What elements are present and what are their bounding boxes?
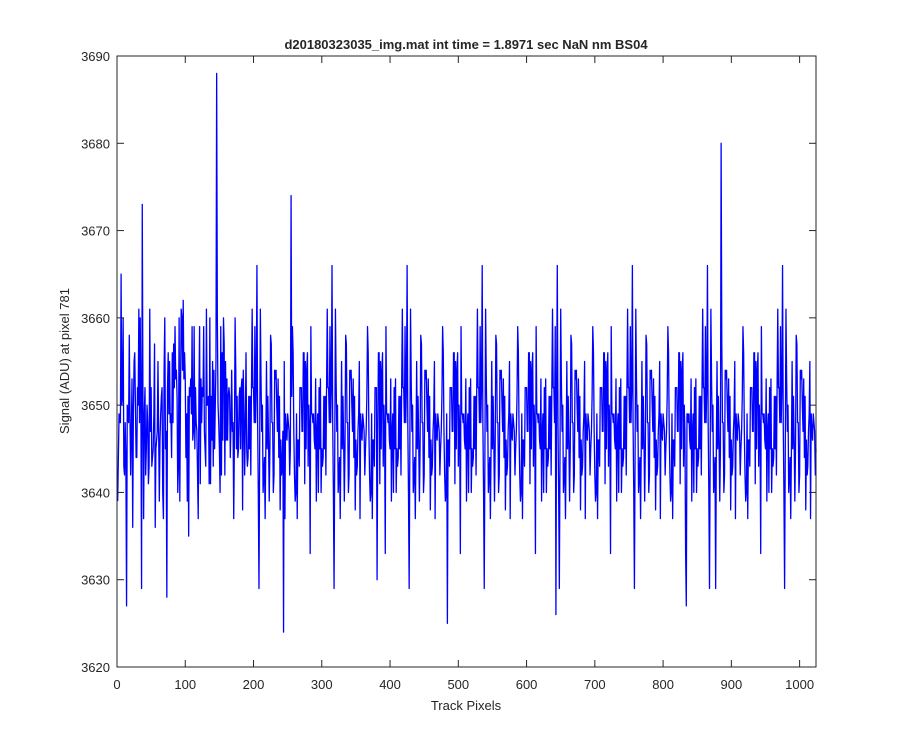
- y-axis-ticks: 3620 3630 3640 3650 3660 3670 3680 3690: [81, 49, 816, 675]
- axes-frame: [116, 55, 817, 668]
- x-axis-label: Track Pixels: [431, 698, 502, 713]
- y-tick-label: 3640: [81, 485, 110, 500]
- x-tick-label: 800: [652, 677, 674, 692]
- y-axis-label: Signal (ADU) at pixel 781: [57, 288, 72, 434]
- x-tick-label: 500: [447, 677, 469, 692]
- y-tick-label: 3690: [81, 49, 110, 64]
- x-tick-label: 100: [174, 677, 196, 692]
- x-tick-label: 0: [113, 677, 120, 692]
- plot-area: 0 100 200 300 400 500 600 700 800 900 1000 3620 363…: [81, 49, 817, 692]
- y-tick-label: 3650: [81, 398, 110, 413]
- x-tick-label: 900: [721, 677, 743, 692]
- x-tick-label: 1000: [785, 677, 814, 692]
- signal-series-line: [117, 72, 817, 633]
- series-layer: [117, 72, 817, 633]
- axes-box: [117, 56, 816, 667]
- chart-title: d20180323035_img.mat int time = 1.8971 s…: [284, 37, 648, 52]
- x-tick-label: 600: [516, 677, 538, 692]
- x-axis-ticks: 0 100 200 300 400 500 600 700 800 900 1000: [113, 56, 814, 692]
- y-tick-label: 3670: [81, 224, 110, 239]
- x-tick-label: 300: [311, 677, 333, 692]
- y-tick-label: 3620: [81, 660, 110, 675]
- x-tick-label: 400: [379, 677, 401, 692]
- y-tick-label: 3630: [81, 573, 110, 588]
- x-tick-label: 200: [243, 677, 265, 692]
- x-tick-label: 700: [584, 677, 606, 692]
- y-tick-label: 3660: [81, 311, 110, 326]
- y-tick-label: 3680: [81, 136, 110, 151]
